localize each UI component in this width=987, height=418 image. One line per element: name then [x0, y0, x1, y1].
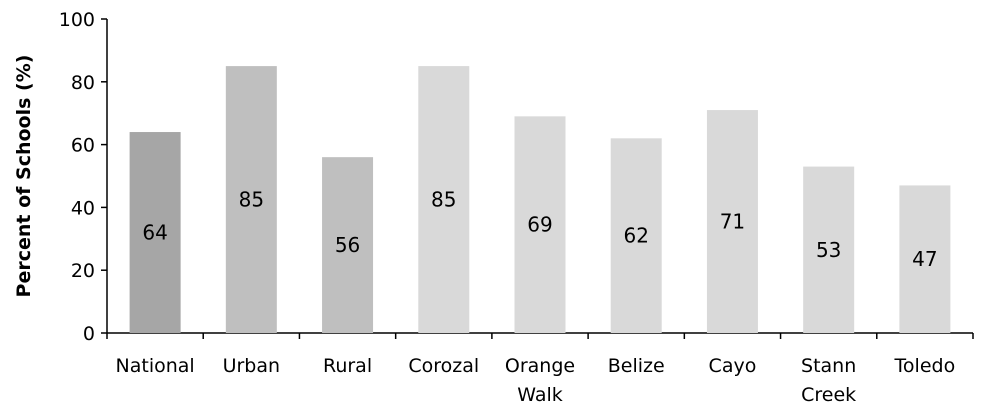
data-label: 71: [720, 210, 745, 234]
y-axis-title: Percent of Schools (%): [13, 55, 35, 298]
y-tick-label: 20: [71, 260, 95, 282]
data-label: 64: [142, 221, 167, 245]
bars: [106, 66, 974, 339]
data-label: 69: [527, 213, 552, 237]
y-tick-label: 60: [71, 135, 95, 157]
data-label: 56: [335, 233, 360, 257]
bar-toledo: [899, 185, 951, 333]
bar-cayo: [706, 110, 758, 333]
bar-orange-walk: [514, 116, 566, 333]
y-tick-label: 80: [71, 72, 95, 94]
bar-rural: [322, 157, 374, 333]
bar-national: [129, 132, 181, 333]
x-category-label: Toledo: [894, 355, 956, 377]
data-label: 85: [431, 188, 456, 212]
data-labels: 64 85 56 85 69 62 71 53 47: [142, 188, 937, 272]
x-category-label: National: [116, 355, 195, 377]
y-tick-label: 0: [83, 323, 95, 345]
data-label: 47: [912, 247, 937, 271]
y-tick-label: 40: [71, 197, 95, 219]
data-label: 53: [816, 238, 841, 262]
x-category-label: Corozal: [408, 355, 479, 377]
bar-urban: [225, 66, 277, 333]
x-category-label: Belize: [608, 355, 665, 377]
bar-corozal: [418, 66, 470, 333]
x-category-label: Rural: [323, 355, 372, 377]
x-category-label: Urban: [223, 355, 280, 377]
data-label: 62: [623, 224, 648, 248]
bar-stann-creek: [803, 166, 855, 333]
x-category-label: Stann Creek: [801, 355, 856, 406]
bar-belize: [610, 138, 662, 333]
data-label: 85: [239, 188, 264, 212]
y-axis-ticks: 0 20 40 60 80 100: [59, 9, 107, 345]
y-tick-label: 100: [59, 9, 95, 31]
x-axis-category-labels: National Urban Rural Corozal Orange Walk Beliz…: [116, 355, 956, 406]
x-category-label: Orange Walk: [505, 355, 575, 406]
x-category-label: Cayo: [709, 355, 757, 377]
